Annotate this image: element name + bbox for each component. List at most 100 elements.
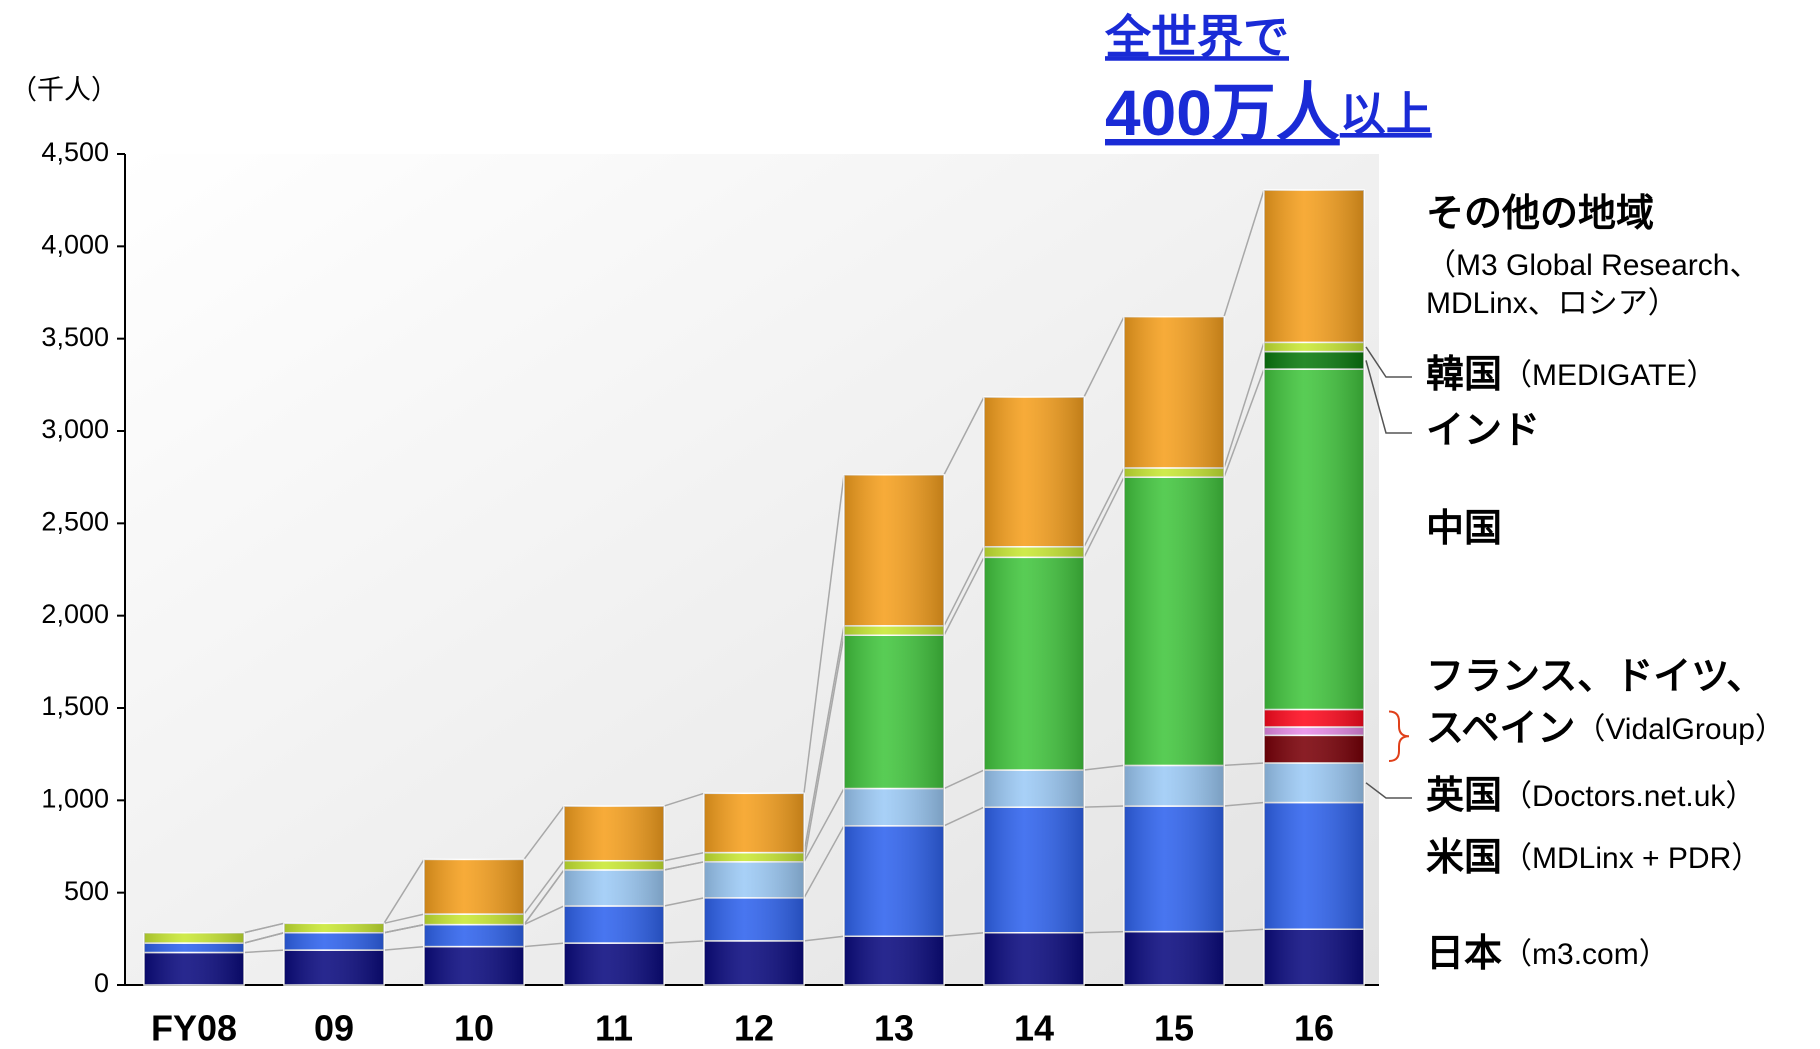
bar-segment	[843, 935, 945, 986]
connector	[1083, 476, 1125, 558]
bar-segment	[843, 825, 945, 937]
headline-main: 400万人	[1105, 77, 1340, 149]
headline-small: 以上	[1340, 88, 1432, 140]
y-tick-label: 1,500	[41, 691, 109, 721]
bar-segment	[1123, 467, 1225, 478]
bar-segment	[283, 931, 385, 951]
connector	[803, 625, 845, 853]
connector	[803, 474, 845, 794]
legend-note: （MEDIGATE）	[1502, 359, 1716, 392]
legend-name: インド	[1426, 410, 1540, 452]
legend-name: 英国	[1426, 775, 1502, 817]
bar-segment	[423, 945, 525, 986]
bar-segment	[703, 940, 805, 986]
bar-segment	[1263, 726, 1365, 737]
connector	[1083, 930, 1125, 934]
bar-segment	[143, 942, 245, 954]
bar-segment	[563, 942, 665, 986]
bar-segment	[283, 949, 385, 986]
bar-segment	[843, 625, 945, 636]
bar-segment	[563, 805, 665, 862]
legend-note: （m3.com）	[1502, 938, 1669, 971]
legend-label: フランス、ドイツ、	[1426, 656, 1764, 698]
bar-segment	[703, 851, 805, 863]
legend-label: インド	[1426, 410, 1540, 452]
connector	[943, 806, 985, 827]
y-tick-label: 1,000	[41, 783, 109, 813]
legend-note: （Doctors.net.uk）	[1502, 780, 1755, 813]
legend-name: その他の地域	[1426, 193, 1654, 235]
bar-segment	[703, 792, 805, 854]
legend-label: 日本（m3.com）	[1426, 933, 1669, 975]
bar-segment	[1263, 368, 1365, 711]
connector	[243, 949, 285, 954]
connector	[243, 932, 285, 944]
y-tick-label: 500	[64, 876, 109, 906]
connector	[1223, 801, 1265, 807]
x-tick-label: 15	[1154, 1008, 1194, 1049]
connector	[803, 825, 845, 899]
legend-name: フランス、ドイツ、	[1426, 656, 1764, 698]
y-tick-label: 2,000	[41, 599, 109, 629]
y-tick-label: 2,500	[41, 506, 109, 536]
connector	[1083, 467, 1125, 548]
bar-segment	[1123, 476, 1225, 767]
bar-segment	[1263, 762, 1365, 804]
connector	[943, 931, 985, 937]
connector	[1223, 189, 1265, 317]
connector	[383, 859, 425, 924]
bar-segment	[563, 869, 665, 907]
legend-name: 中国	[1426, 508, 1502, 550]
legend-note: MDLinx、ロシア）	[1426, 287, 1678, 320]
bar-segment	[983, 931, 1085, 986]
y-tick-label: 0	[94, 968, 109, 998]
bar-segment	[703, 861, 805, 899]
connector	[663, 940, 705, 944]
bar-segment	[283, 922, 385, 934]
bar-segment	[1263, 801, 1365, 930]
bar-segment	[1263, 708, 1365, 728]
leader-line	[1365, 782, 1412, 799]
bar-segment	[703, 897, 805, 942]
legend-label: 韓国（MEDIGATE）	[1426, 354, 1716, 396]
connector	[943, 769, 985, 790]
y-unit: （千人）	[10, 75, 118, 105]
connector	[1223, 928, 1265, 933]
x-tick-label: 13	[874, 1008, 914, 1049]
x-tick-label: 10	[454, 1008, 494, 1049]
connector	[1083, 805, 1125, 808]
legend-note: （VidalGroup）	[1575, 713, 1785, 746]
connector	[1223, 342, 1265, 469]
y-tick-label: 4,000	[41, 229, 109, 259]
bar-segment	[1263, 734, 1365, 764]
headline: 400万人以上	[1105, 77, 1432, 149]
bar-segment	[983, 546, 1085, 559]
connector	[523, 905, 565, 926]
connector	[523, 942, 565, 948]
legend-note: （M3 Global Research、	[1426, 249, 1759, 282]
bar-segment	[563, 859, 665, 871]
x-tick-label: 16	[1294, 1008, 1334, 1049]
x-tick-label: 09	[314, 1008, 354, 1049]
connector	[523, 860, 565, 915]
legend-note: （MDLinx + PDR）	[1502, 842, 1761, 875]
leader-line	[1365, 346, 1412, 378]
bar-segment	[843, 787, 945, 827]
bar-segment	[1263, 341, 1365, 353]
connector	[943, 396, 985, 476]
bar-segment	[423, 913, 525, 926]
y-tick-label: 3,500	[41, 322, 109, 352]
connector	[943, 556, 985, 636]
legend-label: 英国（Doctors.net.uk）	[1426, 775, 1755, 817]
bar-segment	[1263, 350, 1365, 370]
connector	[663, 792, 705, 807]
bar-segment	[563, 905, 665, 944]
connector	[1223, 762, 1265, 767]
headline: 全世界で	[1104, 11, 1289, 63]
legend-name: 日本	[1426, 933, 1502, 975]
bar-segment	[143, 951, 245, 986]
bar-segment	[843, 474, 945, 627]
legend-label: スペイン（VidalGroup）	[1426, 708, 1785, 750]
bar-segment	[1123, 805, 1225, 933]
connector	[383, 945, 425, 951]
